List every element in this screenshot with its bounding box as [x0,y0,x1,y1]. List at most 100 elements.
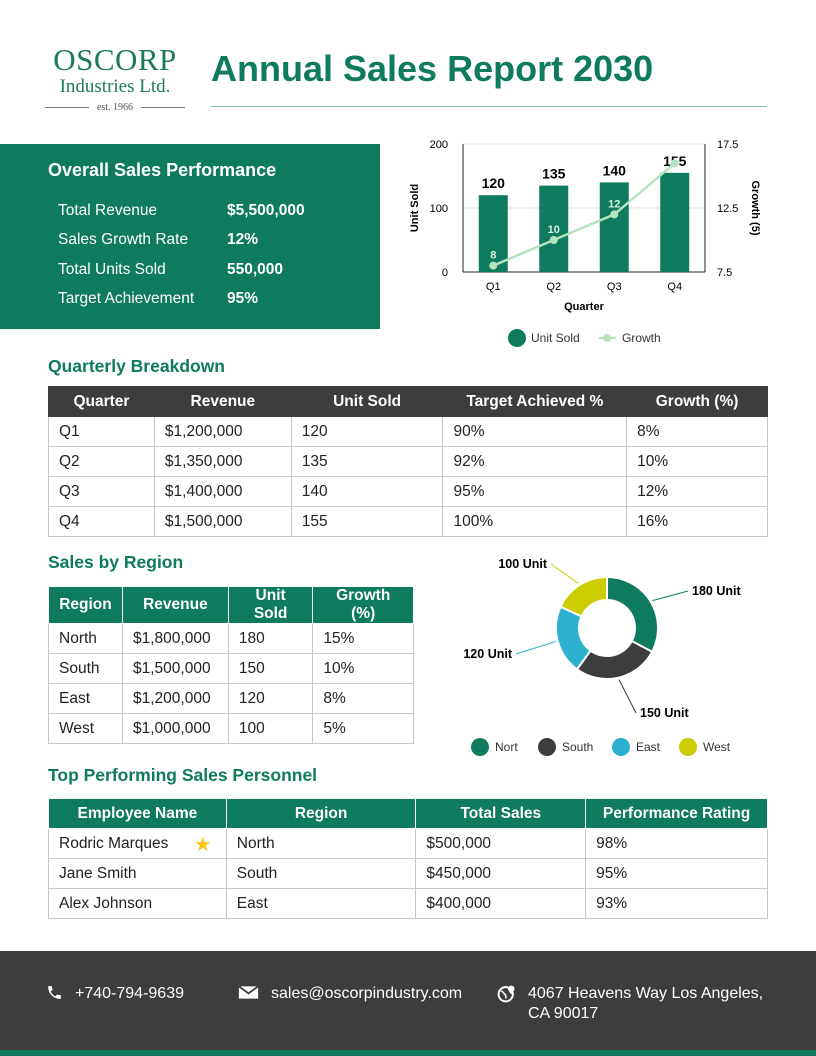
growth-label: 12 [608,198,620,210]
column-header: Unit Sold [227,586,314,624]
y-tick-label: 100 [430,203,448,215]
logo-subtitle: Industries Ltd. [59,76,171,97]
footer-stripe [0,1050,816,1056]
cell-text: 12% [637,482,669,500]
cell-text: 120 [301,422,328,440]
metric-value: 12% [227,231,259,248]
y-tick-label: 200 [430,139,448,151]
table-row: Q2 $1,350,000 135 92% 10% [48,446,768,477]
cell-text: 95% [596,864,628,882]
metric-label: Total Units Sold [58,261,166,278]
legend-unit-sold-label: Unit Sold [531,331,580,345]
logo-est-text: est. 1966 [96,102,134,113]
table-row: Q1 $1,200,000 120 90% 8% [48,416,768,447]
cell-text: Rodric Marques [59,834,169,852]
bar [539,185,569,272]
table-cell: 95% [585,858,768,889]
cell-text: North [59,629,97,647]
slice-label: 100 Unit [498,557,547,571]
x-tick-label: Q1 [486,281,501,293]
table-row: East $1,200,000 120 8% [48,683,414,714]
email-text: sales@oscorpindustry.com [271,985,463,1002]
legend-growth-swatch [603,334,611,342]
cell-text: 155 [301,512,328,530]
overall-performance-panel: Overall Sales Performance Total Revenue $… [0,144,380,329]
legend-swatch [471,738,489,756]
table-cell: 90% [442,416,628,447]
company-logo: OSCORP Industries Ltd. est. 1966 [40,44,190,113]
bar-value-label: 135 [542,166,566,182]
cell-text: Q1 [59,422,80,440]
y2-axis-title: Growth (5) [749,181,761,236]
table-cell: 135 [290,446,444,477]
region-heading: Sales by Region [48,552,184,572]
table-header-row: Employee Name Region Total Sales Performanc… [48,798,768,829]
leader-line [652,590,689,602]
cell-text: $1,200,000 [164,422,243,440]
table-cell: 8% [312,683,414,714]
page-title: Annual Sales Report 2030 [211,48,654,89]
cell-text: 95% [453,482,485,500]
performance-row: Total Revenue $5,500,000 [58,202,305,220]
table-cell: $1,500,000 [121,653,229,684]
bar-value-label: 140 [603,162,627,178]
quarterly-heading: Quarterly Breakdown [48,356,225,376]
cell-text: East [236,894,268,912]
table-cell: $1,000,000 [121,713,229,744]
table-row: South $1,500,000 150 10% [48,653,414,684]
address-line-1: 4067 Heavens Way Los Angeles, [528,985,764,1002]
cell-text: $1,500,000 [164,512,243,530]
table-cell: 180 [227,623,314,654]
legend-label: West [703,740,731,754]
cell-text: South [59,659,100,677]
column-header: Total Sales [415,798,587,829]
cell-text: 8% [323,689,346,707]
performance-row: Sales Growth Rate 12% [58,231,258,249]
table-cell: $500,000 [415,828,587,859]
x-tick-label: Q2 [546,281,561,293]
star-icon: ★ [193,834,212,856]
table-cell: 5% [312,713,414,744]
donut-slice [559,575,608,618]
table-cell: $1,200,000 [153,416,292,447]
table-cell: 15% [312,623,414,654]
table-cell: 92% [442,446,628,477]
bar [478,195,508,272]
metric-value: 95% [227,290,259,307]
cell-text: 8% [637,422,660,440]
table-cell: North [225,828,417,859]
phone-text: +740-794-9639 [75,985,184,1002]
cell-text: 98% [596,834,628,852]
column-header: Quarter [48,386,155,417]
cell-text: $500,000 [426,834,492,852]
table-cell: East [225,888,417,919]
footer-address: 4067 Heavens Way Los Angeles, CA 90017 [497,984,763,1024]
table-cell: West [48,713,123,744]
table-cell: 10% [312,653,414,684]
table-cell: 155 [290,506,444,537]
cell-text: West [59,719,95,737]
cell-text: $450,000 [426,864,492,882]
footer: +740-794-9639 sales@oscorpindustry.com 4… [0,951,816,1056]
table-row: Q4 $1,500,000 155 100% 16% [48,506,768,537]
table-cell: Jane Smith [48,858,227,889]
table-cell: 16% [626,506,768,537]
table-cell: 93% [585,888,768,919]
cell-text: 92% [453,452,485,470]
cell-text: 93% [596,894,628,912]
personnel-table: Employee Name Region Total Sales Performanc… [48,798,768,919]
table-cell: 150 [227,653,314,684]
cell-text: Q2 [59,452,80,470]
footer-phone: +740-794-9639 [46,984,184,1004]
cell-text: South [236,864,278,882]
cell-text: $1,350,000 [164,452,243,470]
cell-text: Jane Smith [59,864,137,882]
table-cell: $1,400,000 [153,476,292,507]
table-row: West $1,000,000 100 5% [48,713,414,744]
quarterly-units-chart: 01002007.512.517.5120Q1135Q2140Q3155Q481… [409,139,761,347]
globe-location-icon [497,985,515,1003]
performance-heading: Overall Sales Performance [48,160,277,180]
slice-label: 180 Unit [692,584,741,598]
table-header-row: Region Revenue Unit Sold Growth (%) [48,586,414,624]
x-tick-label: Q4 [667,281,682,293]
